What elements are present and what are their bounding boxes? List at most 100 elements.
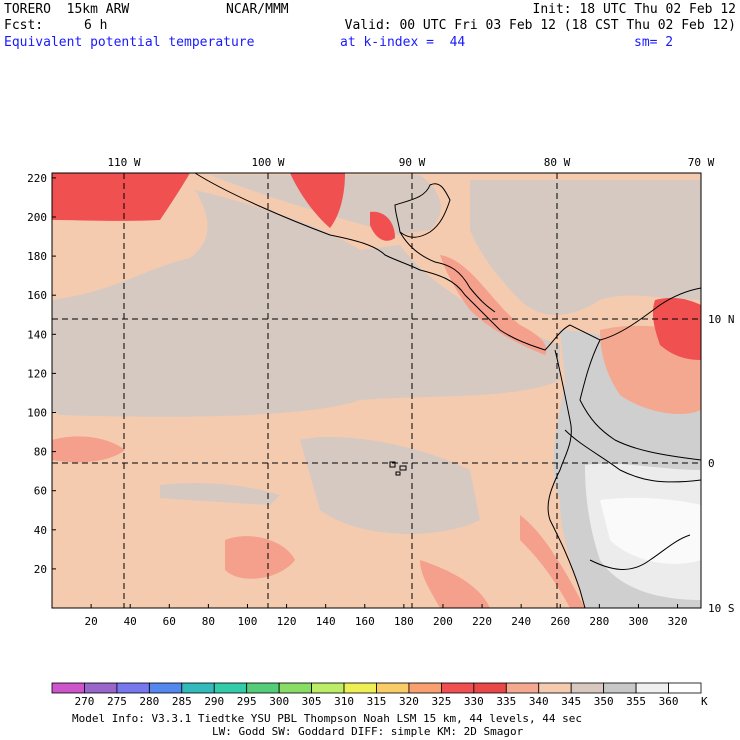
island [389,461,407,476]
colorbar-swatch [246,682,280,694]
colorbar-label: 315 [367,695,387,708]
salmon-region [52,436,125,463]
white-region [600,497,701,564]
colorbar-swatch [213,682,248,694]
salmon-region [225,536,295,579]
coastline [394,183,451,238]
colorbar-label: 335 [496,695,516,708]
border [579,339,702,461]
colorbar-swatch [311,682,345,694]
physics-info: LW: Godd SW: Goddard DIFF: simple KM: 2D… [212,725,524,738]
colorbar-label: 275 [107,695,127,708]
colorbar-swatch [570,682,605,694]
red-region [652,297,701,360]
lon-label: 90 W [399,156,426,169]
colorbar-label: 345 [561,695,581,708]
x-tick-label: 260 [550,615,570,628]
colorbar-label: 340 [529,695,549,708]
colorbar-swatch [376,682,410,694]
colorbar-swatch [148,682,183,694]
x-tick-label: 160 [355,615,375,628]
x-tick-label: 120 [277,615,297,628]
x-tick-label: 300 [629,615,649,628]
field-name: Equivalent potential temperature [4,35,255,50]
coastline [194,172,702,351]
lat-label: 10 S [708,602,735,615]
forecast-label: Fcst: [4,18,44,33]
colorbar-swatch [668,682,702,694]
colorbar-label: 270 [75,695,95,708]
colorbar-swatch [538,682,572,694]
init-time: Init: 18 UTC Thu 02 Feb 12 [532,2,737,17]
x-tick-label: 140 [316,615,336,628]
colorbar-label: 295 [237,695,257,708]
y-tick-label: 120 [27,367,47,380]
salmon-region [440,255,547,355]
red-region [52,173,190,221]
colorbar-swatch [408,682,442,694]
y-tick-label: 20 [34,563,47,576]
level-info: at k-index = 44 [340,35,466,50]
border [399,231,496,313]
y-axis: 20 40 60 80 100 120 140 160 180 200 220 [27,172,56,576]
gray-region [470,180,701,315]
graticule [52,173,701,608]
coastlines [194,172,702,609]
x-axis: 20 40 60 80 100 120 140 160 180 200 220 240 260 280 30… [84,604,687,628]
x-tick-label: 60 [163,615,176,628]
salmon-region [520,515,585,608]
x-tick-label: 20 [84,615,97,628]
border [564,429,702,483]
x-tick-label: 80 [202,615,215,628]
salmon-region [420,560,490,608]
center-name: NCAR/MMM [226,2,289,17]
gray-region [160,483,280,505]
red-region [370,211,395,241]
y-tick-label: 160 [27,289,47,302]
red-region [290,173,345,228]
colorbar-swatch [181,682,215,694]
x-tick-label: 320 [668,615,688,628]
x-tick-label: 40 [124,615,137,628]
y-tick-label: 180 [27,250,47,263]
colorbar: 270 275 280 285 290 295 300 305 310 315 320 325 330 3… [51,682,702,708]
x-tick-label: 100 [238,615,258,628]
colorbar-unit: K [701,695,708,708]
y-tick-label: 60 [34,485,47,498]
gray-region [300,436,480,534]
y-tick-label: 80 [34,446,47,459]
colorbar-swatch [51,682,85,694]
colorbar-label: 285 [172,695,192,708]
lon-label: 110 W [107,156,140,169]
colorbar-swatch [116,682,150,694]
x-tick-label: 280 [589,615,609,628]
y-tick-label: 40 [34,524,47,537]
lat-label: 0 [708,457,715,470]
colorbar-swatch [440,682,475,694]
colorbar-swatch [84,682,118,694]
plot-frame [51,172,702,609]
y-tick-label: 100 [27,407,47,420]
colorbar-label: 290 [204,695,224,708]
colorbar-label: 320 [399,695,419,708]
colorbar-swatch [278,682,312,694]
coastline [547,349,586,609]
gray-region [52,190,560,417]
colorbar-swatch [603,682,637,694]
x-tick-label: 200 [433,615,453,628]
colorbar-label: 325 [431,695,451,708]
model-title: TORERO 15km ARW [4,2,130,17]
colorbar-label: 330 [464,695,484,708]
smoothing-info: sm= 2 [634,35,674,50]
colorbar-swatch [343,682,377,694]
colorbar-label: 305 [302,695,322,708]
lat-label: 10 N [708,313,735,326]
lon-label: 80 W [544,156,571,169]
y-tick-label: 220 [27,172,47,185]
model-info: Model Info: V3.3.1 Tiedtke YSU PBL Thomp… [72,712,582,725]
x-tick-label: 180 [394,615,414,628]
colorbar-label: 350 [594,695,614,708]
colorbar-swatch [635,682,669,694]
colorbar-label: 280 [139,695,159,708]
y-tick-label: 200 [27,211,47,224]
